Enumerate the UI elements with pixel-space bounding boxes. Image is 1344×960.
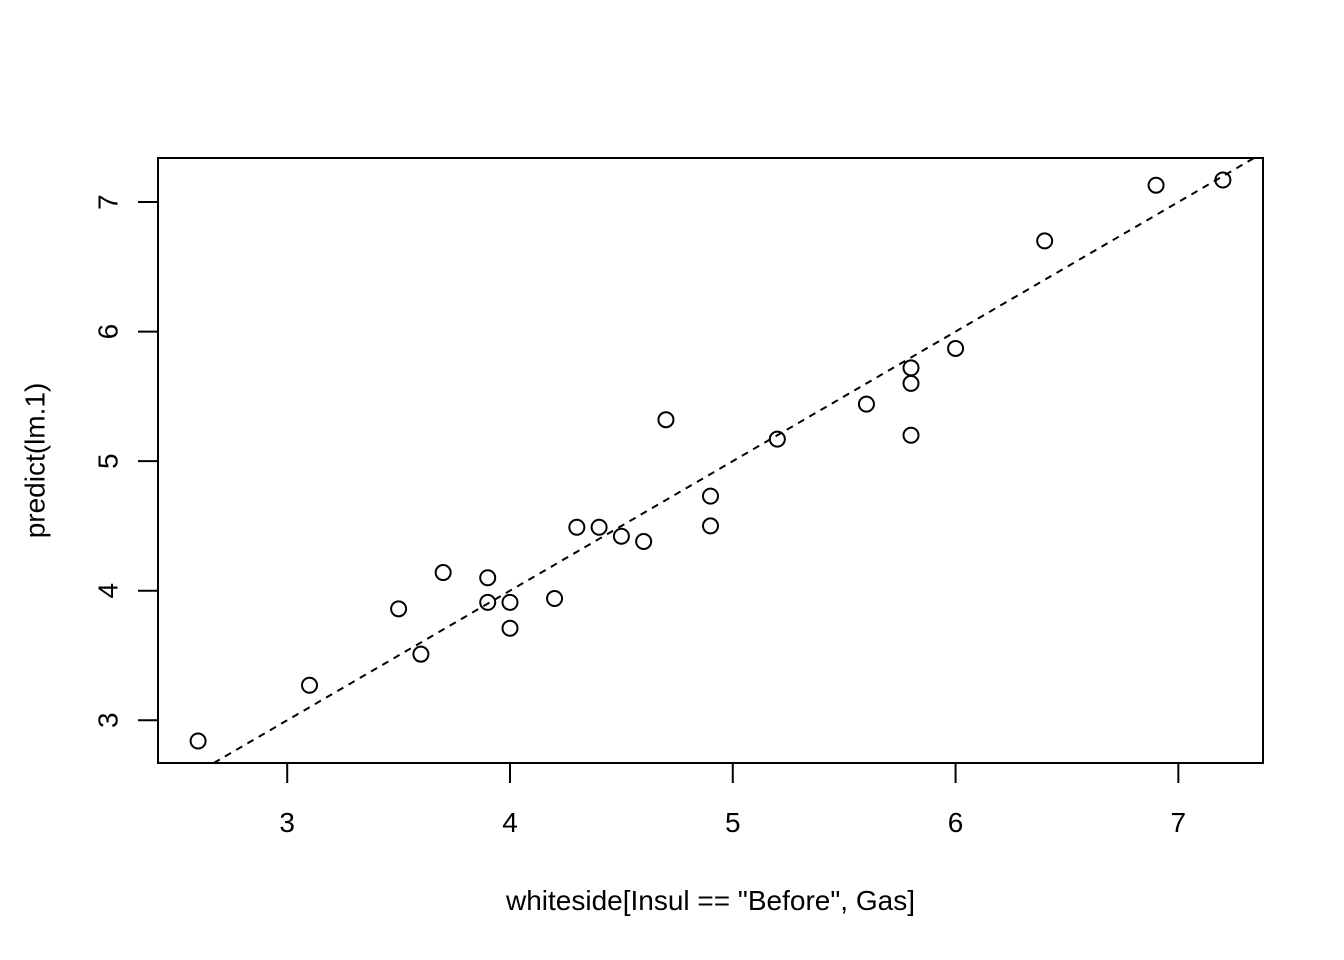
data-point	[902, 426, 920, 444]
x-tick-label: 4	[502, 807, 518, 838]
data-point	[947, 339, 965, 357]
x-tick-label: 6	[948, 807, 964, 838]
data-point	[434, 564, 452, 582]
data-point	[546, 589, 564, 607]
data-point	[1036, 232, 1054, 250]
y-tick-label: 6	[92, 324, 123, 340]
x-tick-label: 3	[279, 807, 295, 838]
data-point	[412, 645, 430, 663]
data-point	[1147, 176, 1165, 194]
data-point	[657, 411, 675, 429]
data-points	[189, 171, 1232, 750]
reference-line	[213, 157, 1255, 764]
data-point	[390, 600, 408, 618]
data-point	[902, 374, 920, 392]
x-tick-label: 7	[1171, 807, 1187, 838]
y-tick-label: 4	[92, 583, 123, 599]
data-point	[768, 430, 786, 448]
y-axis-label: predict(lm.1)	[19, 383, 50, 539]
plot-frame	[157, 157, 1264, 764]
data-point	[902, 359, 920, 377]
y-tick-label: 3	[92, 712, 123, 728]
data-point	[479, 593, 497, 611]
data-point	[702, 487, 719, 505]
y-tick-label: 7	[92, 194, 123, 210]
data-point	[479, 569, 497, 587]
data-point	[501, 619, 519, 637]
data-point	[702, 517, 719, 535]
x-axis-label: whiteside[Insul == "Before", Gas]	[505, 885, 915, 916]
y-axis: 3 4 5 6 7	[92, 194, 158, 728]
data-point	[612, 527, 630, 545]
data-point	[590, 518, 608, 536]
x-axis: 3 4 5 6 7	[279, 763, 1186, 838]
y-tick-label: 5	[92, 453, 123, 469]
data-point	[1214, 171, 1232, 189]
data-point	[635, 532, 653, 550]
data-point	[300, 676, 318, 694]
data-point	[501, 593, 519, 611]
data-point	[857, 395, 875, 413]
x-tick-label: 5	[725, 807, 741, 838]
data-point	[189, 732, 207, 750]
data-point	[568, 518, 586, 536]
